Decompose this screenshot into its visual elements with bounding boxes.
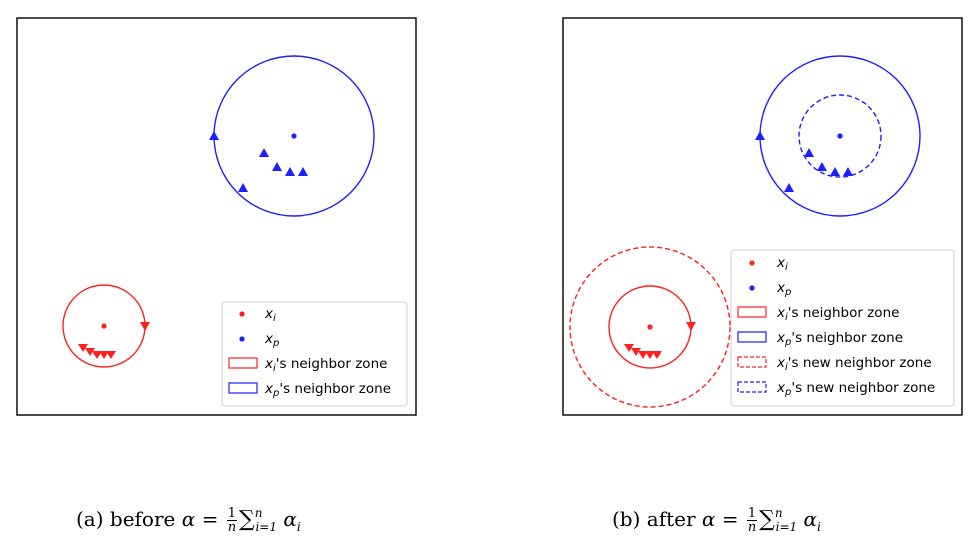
legend-b-xp-zone-swatch <box>737 331 767 343</box>
caption-a-alpha: α <box>181 507 196 531</box>
xi-point <box>101 323 107 329</box>
caption-b-sum-upper: n <box>774 506 783 520</box>
caption-a-sum: ∑ <box>239 507 255 532</box>
legend-b: xi xp xi's neighbor zone xp's neighbor z… <box>730 249 955 407</box>
legend-b-box <box>730 249 955 407</box>
legend-b-xp-marker <box>749 285 755 291</box>
legend-a-xp-marker <box>239 336 245 342</box>
legend-a-xi-zone-label: xi's neighbor zone <box>264 356 387 374</box>
legend-b-xi-zone-swatch <box>737 306 767 318</box>
xi-zone-arrow-icon-b <box>686 322 696 331</box>
xp-point-b <box>837 133 843 139</box>
caption-b-alpha-sub: i <box>817 520 821 534</box>
caption-b-alpha-i: α <box>803 507 818 531</box>
legend-b-xp-new-zone-swatch <box>737 381 767 393</box>
panel-a: xi xp xi's neighbor zone xp's neighbor z… <box>16 17 417 416</box>
caption-a: (a) before α = 1 n ∑ni=1 αi <box>76 506 301 534</box>
xi-neighbor-markers-b <box>624 344 662 359</box>
legend-b-xi-new-zone-swatch <box>737 356 767 368</box>
caption-b-sum-lower: i=1 <box>775 520 798 534</box>
xp-point <box>291 133 297 139</box>
legend-a-box <box>221 301 408 407</box>
xi-neighbor-markers <box>78 344 116 359</box>
xp-neighbor-markers-b <box>784 148 853 192</box>
panel-b: xi xp xi's neighbor zone xp's neighbor z… <box>562 17 963 416</box>
legend-a: xi xp xi's neighbor zone xp's neighbor z… <box>221 301 408 407</box>
xp-zone-arrow-icon <box>209 131 219 140</box>
xi-zone-arrow-icon <box>140 322 150 331</box>
legend-b-xp-zone-label: xp's neighbor zone <box>776 330 903 348</box>
caption-b-sum: ∑ <box>759 507 775 532</box>
caption-a-sum-lower: i=1 <box>255 520 277 534</box>
legend-b-xi-zone-label: xi's neighbor zone <box>776 305 899 323</box>
xp-new-neighbor-zone-circle <box>798 94 882 178</box>
xp-zone-arrow-icon-b <box>755 131 765 140</box>
legend-b-xi-marker <box>749 260 755 266</box>
xi-new-neighbor-zone-circle <box>569 246 731 408</box>
caption-a-alpha-i: α <box>283 507 297 531</box>
caption-b: (b) after α = 1 n ∑ni=1 αi <box>612 506 821 534</box>
legend-b-xi-new-zone-label: xi's new neighbor zone <box>776 355 932 373</box>
legend-b-xp-new-zone-label: xp's new neighbor zone <box>776 380 935 398</box>
caption-a-equals: = <box>201 507 219 531</box>
legend-a-xi-marker <box>239 311 245 317</box>
legend-a-xi-zone-swatch <box>228 357 258 369</box>
caption-b-alpha: α <box>701 507 716 531</box>
caption-b-prefix: (b) after <box>612 507 696 531</box>
legend-a-xp-zone-label: xp's neighbor zone <box>264 381 391 399</box>
xi-point-b <box>647 324 653 330</box>
caption-a-sum-upper: n <box>254 506 263 520</box>
caption-b-equals: = <box>721 507 739 531</box>
caption-a-alpha-sub: i <box>296 520 301 534</box>
caption-a-prefix: (a) before <box>76 507 176 531</box>
xp-neighbor-markers <box>238 148 308 192</box>
legend-a-xp-zone-swatch <box>228 382 258 394</box>
